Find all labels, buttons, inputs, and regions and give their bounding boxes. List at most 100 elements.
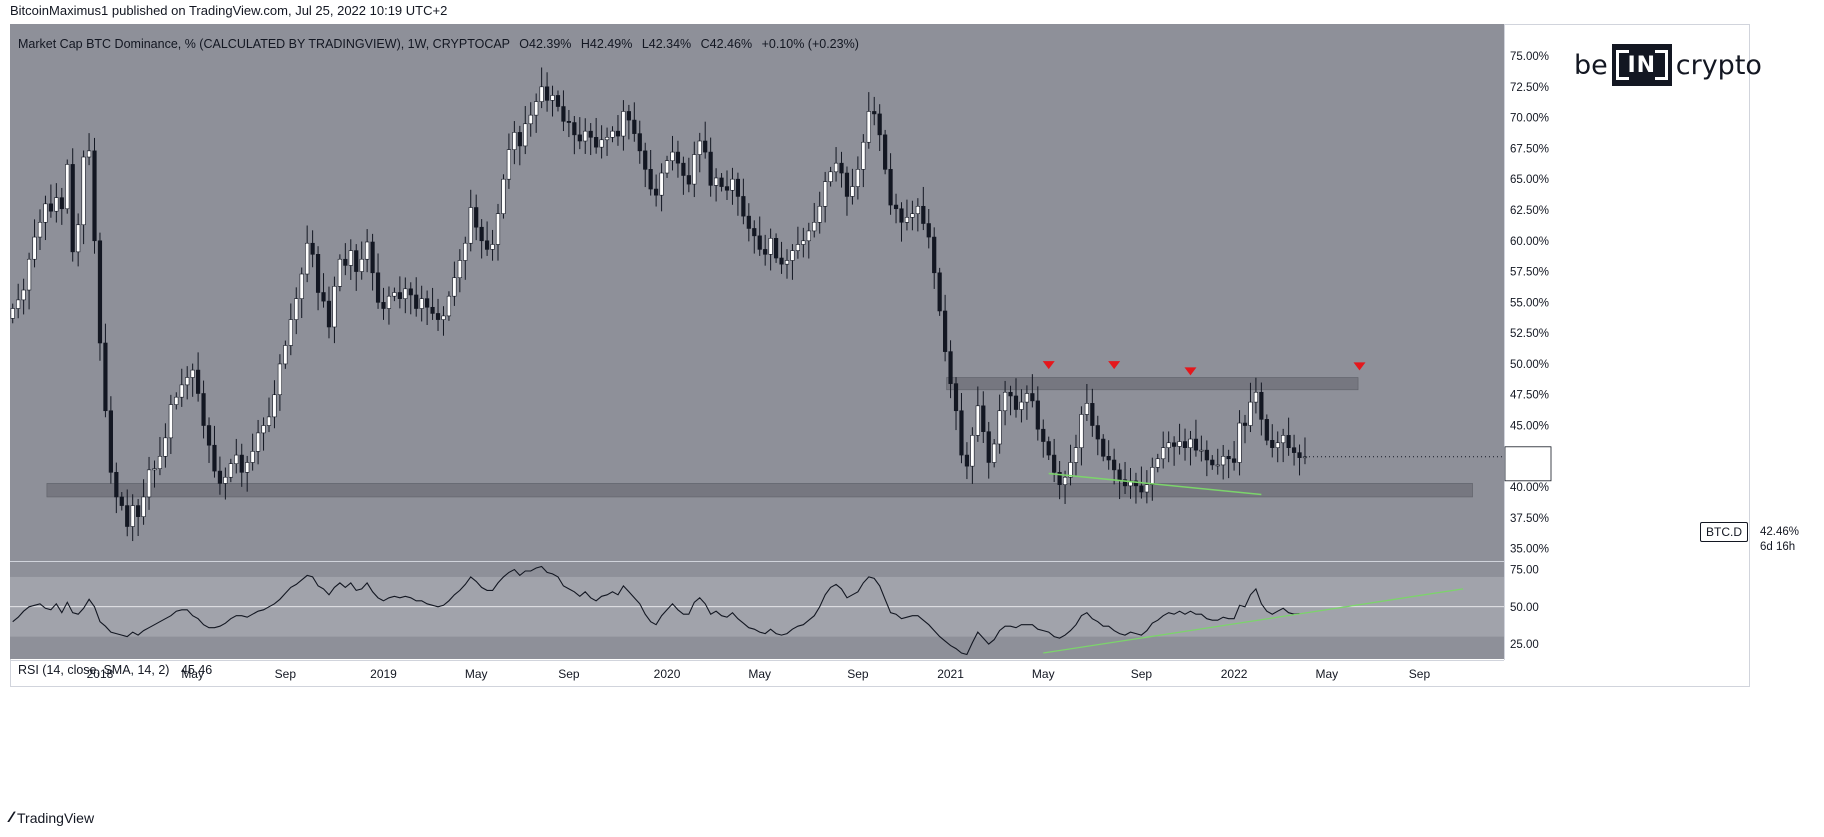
candle-body [1210, 459, 1215, 466]
candle-body [174, 396, 179, 405]
x-tick-label: Sep [847, 667, 869, 681]
last-price-value: 42.46% [1760, 526, 1800, 538]
x-tick-label: 2018 [87, 667, 114, 681]
candle-body [392, 292, 397, 297]
candle-body [512, 132, 517, 150]
candle-body [337, 258, 342, 287]
x-tick-label: 2021 [937, 667, 964, 681]
candle-body [1144, 484, 1149, 493]
footer: ∕∕ TradingView [10, 809, 94, 826]
candle-body [125, 505, 130, 527]
candle-body [523, 123, 528, 147]
candle-body [812, 221, 817, 232]
candle-body [1275, 442, 1280, 448]
candle-body [234, 454, 239, 464]
candle-body [588, 130, 593, 138]
candle-body [354, 250, 359, 272]
candle-body [904, 217, 910, 223]
candle-body [86, 150, 92, 158]
candle-body [1062, 476, 1068, 485]
candle-body [997, 410, 1002, 445]
logo-text-right: crypto [1675, 49, 1762, 81]
candle-body [964, 454, 970, 467]
last-price-box [1504, 446, 1552, 482]
candle-body [1291, 447, 1297, 453]
legend-change: +0.10% (+0.23%) [761, 37, 859, 51]
candle-body [714, 177, 719, 186]
candle-body [266, 416, 272, 426]
candle-body [501, 178, 506, 214]
candle-body [386, 295, 392, 309]
candle-body [833, 162, 839, 173]
candle-body [425, 298, 430, 308]
x-tick-label: Sep [1409, 667, 1431, 681]
candle-body [261, 425, 266, 434]
chart-frame[interactable]: 75.00% 72.50% 70.00% 67.50% 65.00% 62.50% 60.0… [10, 24, 1750, 767]
candle-body [206, 425, 212, 446]
candle-body [981, 405, 986, 432]
logo-box-text: IN [1627, 52, 1657, 78]
candle-body [288, 319, 293, 346]
candle-body [1101, 438, 1106, 457]
candle-body [752, 228, 757, 237]
logo-text-left: be [1574, 49, 1608, 81]
candle-body [1182, 441, 1188, 448]
candle-body [1302, 456, 1308, 459]
candle-body [1264, 419, 1269, 441]
candle-body [986, 431, 991, 463]
candle-body [479, 226, 484, 242]
candle-body [250, 451, 255, 463]
candle-body [637, 133, 642, 152]
candle-body [784, 260, 790, 265]
candle-body [70, 164, 75, 253]
candle-body [855, 169, 860, 187]
candle-body [730, 178, 735, 191]
candle-body [768, 238, 773, 255]
candle-body [408, 288, 413, 296]
candle-body [970, 435, 975, 467]
candle-body [190, 369, 195, 378]
candle-body [664, 160, 670, 174]
candle-body [223, 476, 228, 484]
candle-body [419, 298, 424, 309]
candle-body [850, 186, 855, 197]
rsi-tick-label: 25.00 [1510, 639, 1539, 651]
candle-body [1215, 464, 1220, 467]
candle-body [16, 299, 21, 309]
rsi-legend: RSI (14, close, SMA, 14, 2) 45.46 [18, 663, 212, 677]
rsi-trend-line [1043, 588, 1464, 654]
candle-body [626, 111, 631, 121]
legend-high: H42.49% [580, 37, 633, 51]
candle-body [37, 221, 43, 238]
candle-body [1030, 393, 1035, 402]
candle-body [572, 122, 577, 136]
rsi-tick-label: 50.00 [1510, 602, 1539, 614]
candle-body [463, 242, 468, 261]
candle-body [10, 308, 15, 319]
candle-body [1095, 425, 1100, 440]
y-tick-label: 40.00% [1510, 482, 1549, 494]
candle-body [692, 154, 697, 185]
candle-body [152, 468, 157, 471]
candle-body [1008, 391, 1013, 397]
candle-body [604, 137, 610, 141]
candle-body [32, 236, 37, 260]
rsi-line [12, 565, 1300, 656]
candle-body [185, 377, 190, 386]
candle-body [883, 134, 888, 170]
y-tick-label: 62.50% [1510, 205, 1549, 217]
chart-svg[interactable]: 75.00% 72.50% 70.00% 67.50% 65.00% 62.50% 60.0… [10, 24, 1750, 767]
candle-body [1013, 395, 1019, 410]
candle-body [484, 240, 490, 250]
symbol-price-tag[interactable]: BTC.D [1700, 522, 1748, 542]
candle-body [741, 196, 746, 217]
candle-body [1046, 441, 1051, 456]
candle-body [1155, 458, 1160, 468]
candle-body [654, 188, 659, 196]
candle-body [114, 472, 119, 498]
candle-body [414, 294, 419, 309]
candle-body [506, 149, 512, 180]
candle-body [365, 241, 370, 260]
candle-body [332, 286, 337, 328]
y-tick-label: 60.00% [1510, 236, 1549, 248]
